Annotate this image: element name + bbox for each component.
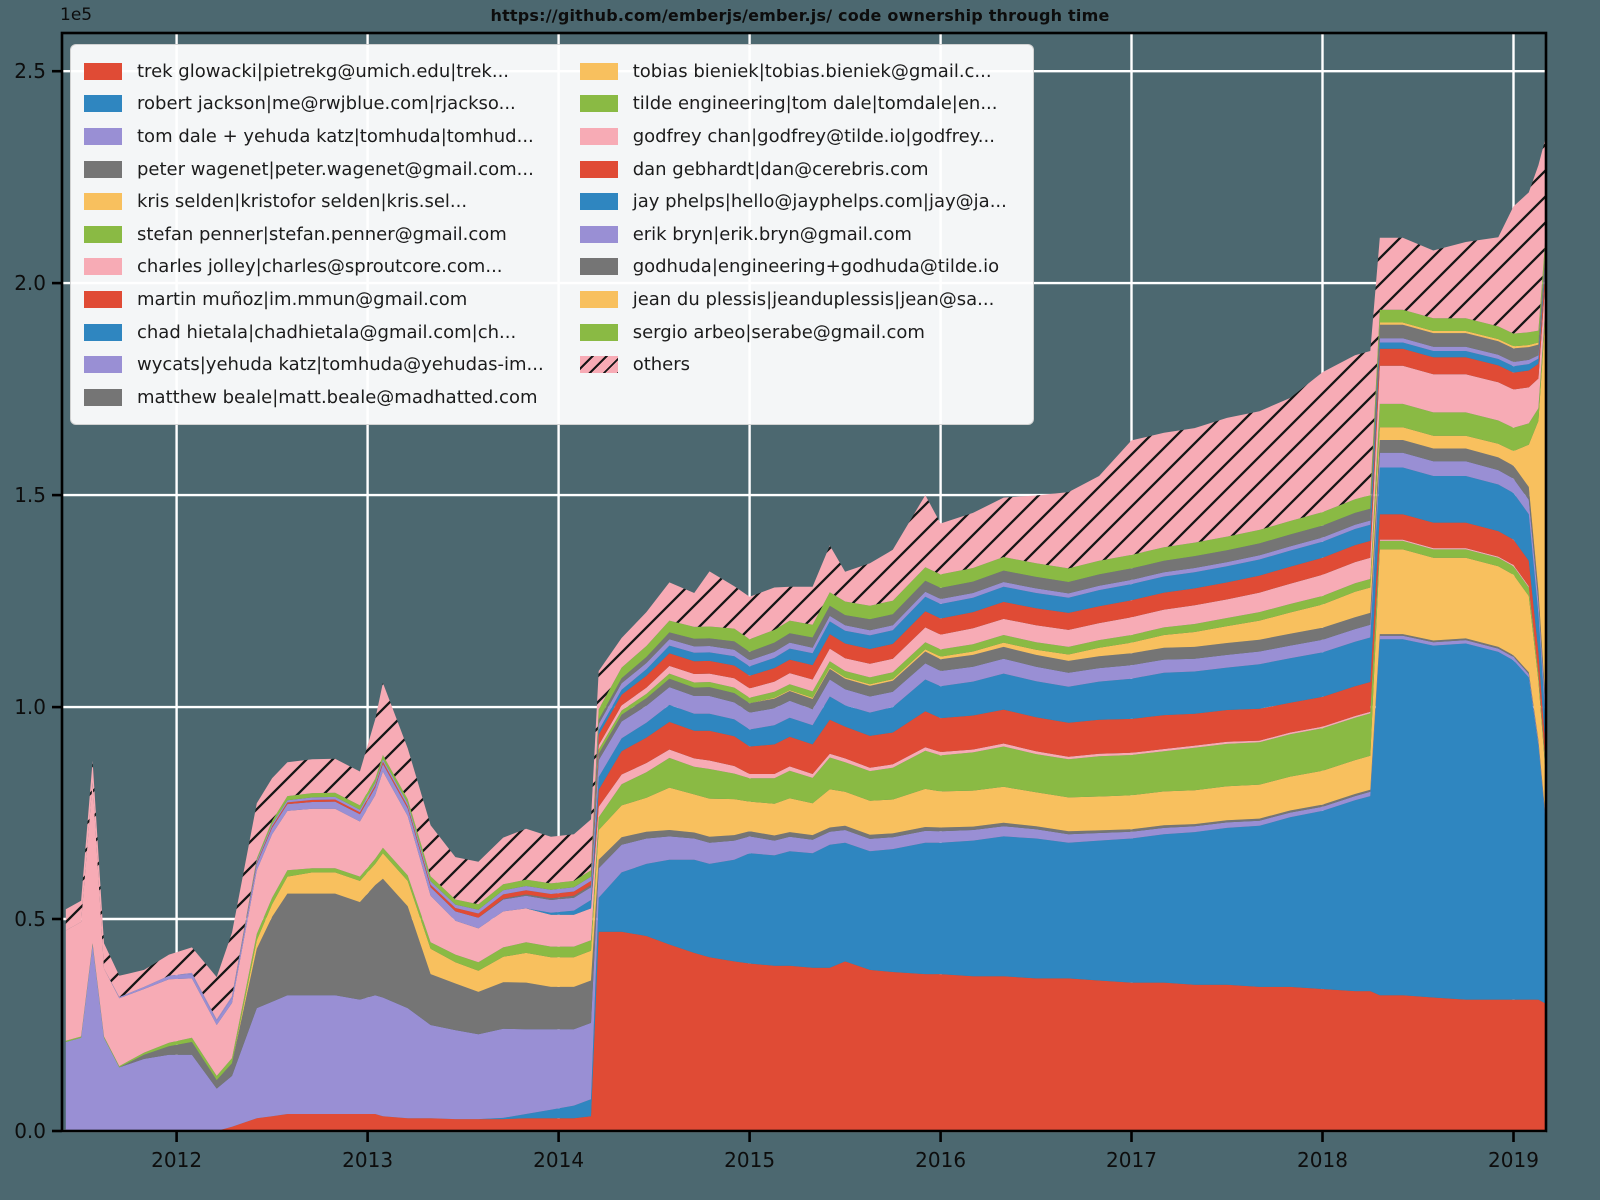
legend-swatch-icon <box>84 388 122 406</box>
legend-swatch-icon <box>84 160 122 178</box>
area-series-7 <box>65 514 1546 1025</box>
y-tick-label-1.0: 1.0 <box>14 695 46 719</box>
legend-swatch-icon <box>579 258 618 276</box>
legend-label: matthew beale|matt.beale@madhatted.com <box>137 386 538 408</box>
legend-item-11: tobias bieniek|tobias.bieniek@gmail.c... <box>579 55 1007 88</box>
legend-item-1: robert jackson|me@rwjblue.com|rjackso... <box>84 88 544 121</box>
legend-item-6: charles jolley|charles@sproutcore.com... <box>84 251 544 284</box>
x-tick-label-2016: 2016 <box>915 1148 966 1172</box>
legend-label: tom dale + yehuda katz|tomhuda|tomhud... <box>137 125 534 147</box>
legend-swatch-icon <box>579 127 618 145</box>
x-tick-label-2015: 2015 <box>724 1148 775 1172</box>
legend-label: martin muñoz|im.mmun@gmail.com <box>137 288 468 310</box>
y-tick-label-0.0: 0.0 <box>14 1119 46 1143</box>
y-tick-label-0.5: 0.5 <box>14 907 46 931</box>
legend-swatch-icon <box>84 193 122 211</box>
legend-item-18: jean du plessis|jeanduplessis|jean@sa... <box>579 283 1007 316</box>
chart-title: https://github.com/emberjs/ember.js/ cod… <box>490 6 1110 25</box>
legend-swatch-icon <box>579 193 618 211</box>
x-tick-label-2019: 2019 <box>1488 1148 1539 1172</box>
y-tick-label-2.5: 2.5 <box>14 59 46 83</box>
legend-item-5: stefan penner|stefan.penner@gmail.com <box>84 218 544 251</box>
hatched-legend-swatch-icon <box>579 356 618 374</box>
legend-item-15: jay phelps|hello@jayphelps.com|jay@ja... <box>579 185 1007 218</box>
legend-label: stefan penner|stefan.penner@gmail.com <box>137 223 507 245</box>
legend-label: jean du plessis|jeanduplessis|jean@sa... <box>632 288 995 310</box>
area-series-19 <box>65 229 1546 1020</box>
legend-item-20: others <box>579 348 1007 381</box>
legend-label: trek glowacki|pietrekg@umich.edu|trek... <box>137 60 510 82</box>
legend-label: robert jackson|me@rwjblue.com|rjackso... <box>137 93 516 115</box>
legend-column-2: tobias bieniek|tobias.bieniek@gmail.c...… <box>579 55 1007 414</box>
legend-item-19: sergio arbeo|serabe@gmail.com <box>579 316 1007 349</box>
legend-label: dan gebhardt|dan@cerebris.com <box>632 158 929 180</box>
legend-swatch-icon <box>579 160 618 178</box>
legend-swatch-icon <box>579 225 618 243</box>
legend-label: tobias bieniek|tobias.bieniek@gmail.c... <box>632 60 992 82</box>
legend: trek glowacki|pietrekg@umich.edu|trek...… <box>70 44 1034 425</box>
legend-swatch-icon <box>84 127 122 145</box>
y-axis-offset-label: 1e5 <box>60 5 93 25</box>
area-series-0 <box>65 931 1546 1131</box>
legend-swatch-icon <box>84 258 122 276</box>
legend-item-9: wycats|yehuda katz|tomhuda@yehudas-im... <box>84 348 544 381</box>
legend-label: charles jolley|charles@sproutcore.com... <box>137 256 503 278</box>
legend-item-13: godfrey chan|godfrey@tilde.io|godfrey... <box>579 120 1007 153</box>
stacked-areas <box>65 136 1546 1131</box>
x-axis: 2012 2013 2014 2015 2016 2017 2018 2019 <box>151 1132 1539 1172</box>
legend-item-8: chad hietala|chadhietala@gmail.com|ch... <box>84 316 544 349</box>
legend-label: godfrey chan|godfrey@tilde.io|godfrey... <box>632 125 995 147</box>
legend-item-7: martin muñoz|im.mmun@gmail.com <box>84 283 544 316</box>
legend-swatch-icon <box>84 95 122 113</box>
legend-swatch-icon <box>84 290 122 308</box>
legend-swatch-icon <box>579 323 618 341</box>
legend-swatch-icon <box>84 225 122 243</box>
legend-swatch-icon <box>84 323 122 341</box>
area-series-4 <box>65 549 1546 1081</box>
legend-swatch-icon <box>579 95 618 113</box>
legend-label: chad hietala|chadhietala@gmail.com|ch... <box>137 321 517 343</box>
legend-item-0: trek glowacki|pietrekg@umich.edu|trek... <box>84 55 544 88</box>
legend-item-3: peter wagenet|peter.wagenet@gmail.com... <box>84 153 544 186</box>
legend-column-1: trek glowacki|pietrekg@umich.edu|trek...… <box>84 55 544 414</box>
legend-label: jay phelps|hello@jayphelps.com|jay@ja... <box>632 191 1007 213</box>
x-tick-label-2013: 2013 <box>342 1148 393 1172</box>
area-series-5 <box>65 540 1546 1081</box>
legend-swatch-icon <box>579 290 618 308</box>
y-axis: 0.0 0.5 1.0 1.5 2.0 2.5 <box>14 59 61 1143</box>
x-tick-label-2017: 2017 <box>1106 1148 1157 1172</box>
legend-label: wycats|yehuda katz|tomhuda@yehudas-im... <box>137 354 544 376</box>
legend-item-2: tom dale + yehuda katz|tomhuda|tomhud... <box>84 120 544 153</box>
legend-swatch-icon <box>579 62 618 80</box>
x-tick-label-2014: 2014 <box>533 1148 584 1172</box>
axes-spines <box>60 31 1548 1133</box>
legend-item-4: kris selden|kristofor selden|kris.sel... <box>84 185 544 218</box>
legend-item-17: godhuda|engineering+godhuda@tilde.io <box>579 251 1007 284</box>
legend-swatch-icon <box>84 62 122 80</box>
area-series-1 <box>65 639 1546 1131</box>
legend-label: sergio arbeo|serabe@gmail.com <box>632 321 925 343</box>
x-tick-label-2018: 2018 <box>1297 1148 1348 1172</box>
legend-label: tilde engineering|tom dale|tomdale|en... <box>632 93 998 115</box>
x-tick-label-2012: 2012 <box>151 1148 202 1172</box>
legend-item-12: tilde engineering|tom dale|tomdale|en... <box>579 88 1007 121</box>
legend-item-10: matthew beale|matt.beale@madhatted.com <box>84 381 544 414</box>
area-series-6 <box>65 539 1546 1076</box>
legend-item-16: erik bryn|erik.bryn@gmail.com <box>579 218 1007 251</box>
y-tick-label-1.5: 1.5 <box>14 483 46 507</box>
legend-label: erik bryn|erik.bryn@gmail.com <box>632 223 912 245</box>
legend-label: others <box>632 354 691 376</box>
legend-label: peter wagenet|peter.wagenet@gmail.com... <box>137 158 534 180</box>
legend-swatch-icon <box>84 356 122 374</box>
y-tick-label-2.0: 2.0 <box>14 271 46 295</box>
legend-item-14: dan gebhardt|dan@cerebris.com <box>579 153 1007 186</box>
legend-label: kris selden|kristofor selden|kris.sel... <box>137 191 468 213</box>
legend-label: godhuda|engineering+godhuda@tilde.io <box>632 256 1000 278</box>
